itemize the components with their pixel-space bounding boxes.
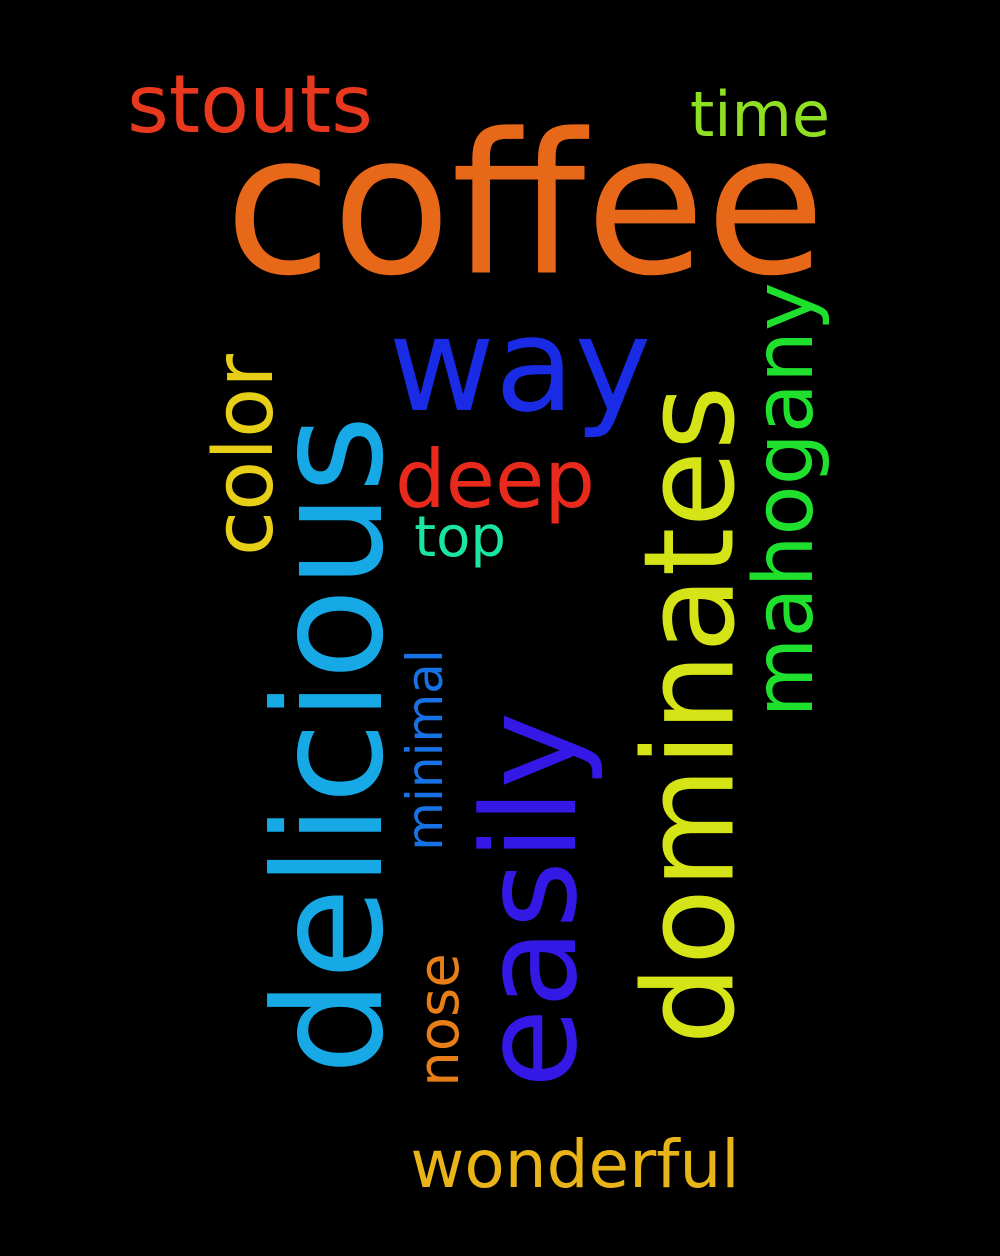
word-deep: deep <box>395 433 595 526</box>
word-dominates: dominates <box>617 385 763 1045</box>
word-wonderful: wonderful <box>410 1126 740 1203</box>
word-way: way <box>388 289 652 441</box>
word-nose: nose <box>407 953 472 1087</box>
word-stouts: stouts <box>127 58 373 151</box>
word-color: color <box>197 354 292 556</box>
word-minimal: minimal <box>396 649 454 851</box>
word-easily: easily <box>454 711 606 1089</box>
word-time: time <box>689 78 831 151</box>
word-mahogany: mahogany <box>737 282 832 718</box>
word-coffee: coffee <box>224 91 826 319</box>
word-top: top <box>414 505 506 570</box>
